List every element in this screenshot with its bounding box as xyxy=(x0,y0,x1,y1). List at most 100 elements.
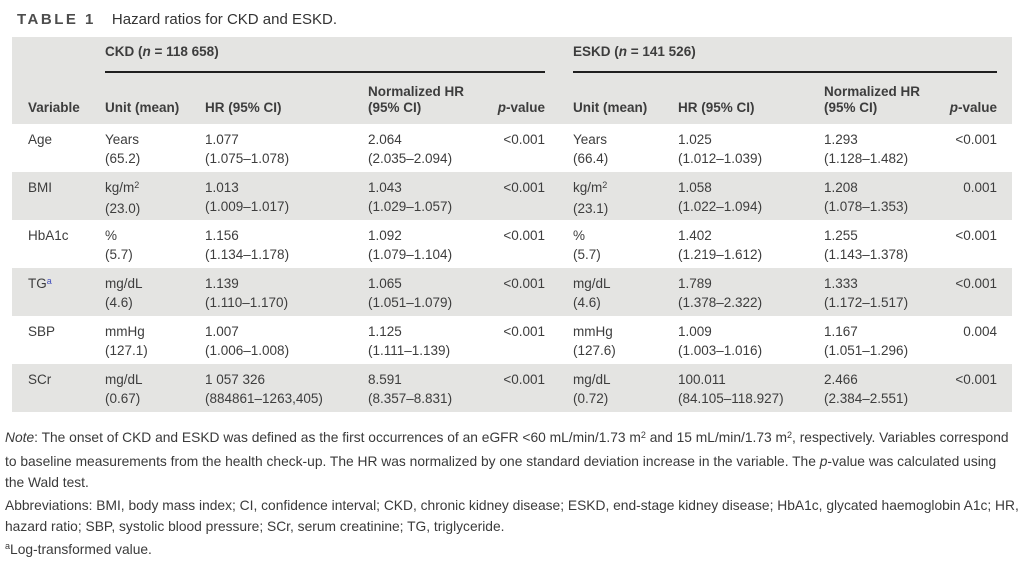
value: (1.029–1.057) xyxy=(368,199,453,214)
unit-label: mmHg xyxy=(105,324,145,339)
unit-label: mg/dL xyxy=(573,372,611,387)
hr-ci: (1.012–1.039) xyxy=(678,149,818,168)
p-value: 0.004 xyxy=(963,324,997,339)
cell-normalized-hr-eskd: 1.208 (1.078–1.353) xyxy=(824,178,939,220)
footnote-segment: , respectively. Variables correspond to … xyxy=(5,430,1009,469)
table-row: SCr mg/dL (0.67) 1 057 326 (884861–1263,405)… xyxy=(12,364,1012,412)
cell-normalized-hr-ckd: 2.064 (2.035–2.094) xyxy=(368,130,488,172)
cell-unit-ckd: Years (65.2) xyxy=(105,130,205,172)
cell-normalized-hr-eskd: 1.167 (1.051–1.296) xyxy=(824,322,939,364)
cell-hr-ckd: 1.139 (1.110–1.170) xyxy=(205,274,368,316)
unit-label: mmHg xyxy=(573,324,613,339)
table-row: BMI kg/m2 (23.0) 1.013 (1.009–1.017) 1.043 (1.… xyxy=(12,172,1012,220)
cell-unit-eskd: mg/dL (4.6) xyxy=(573,274,678,316)
cell-hr-eskd: 1.025 (1.012–1.039) xyxy=(678,130,824,172)
value: 1.293 xyxy=(824,132,858,147)
col-header-p-ckd: p-value xyxy=(488,100,573,116)
col-header-nhr-ckd: Normalized HR (95% CI) xyxy=(368,84,488,116)
cell-hr-eskd: 1.789 (1.378–2.322) xyxy=(678,274,824,316)
abbreviations-paragraph: Abbreviations: BMI, body mass index; CI,… xyxy=(5,497,1019,535)
value: 1.156 xyxy=(205,228,239,243)
footnote-segment: p xyxy=(819,453,828,469)
value: (1.006–1.008) xyxy=(205,343,290,358)
col-header-nhr-eskd-line1: Normalized HR xyxy=(824,84,921,99)
value: 100.011 xyxy=(678,372,726,387)
mean-line: (23.1) xyxy=(573,199,672,218)
table-caption-text: Hazard ratios for CKD and ESKD. xyxy=(111,11,337,28)
table-row: HbA1c% (5.7) 1.156 (1.134–1.178) 1.092 (1.079… xyxy=(12,220,1012,268)
nhr-ci: (1.078–1.353) xyxy=(824,197,933,216)
hr-ci: (1.009–1.017) xyxy=(205,197,362,216)
value: 1 057 326 xyxy=(205,372,266,387)
value: 2.064 xyxy=(368,132,402,147)
cell-p-value-eskd: <0.001 xyxy=(939,226,1012,268)
nhr-value: 1.293 xyxy=(824,130,933,149)
cell-hr-eskd: 1.058 (1.022–1.094) xyxy=(678,178,824,220)
cell-hr-ckd: 1.156 (1.134–1.178) xyxy=(205,226,368,268)
group-header-spacer xyxy=(12,44,105,73)
unit-label: mg/dL xyxy=(105,276,143,291)
p-value: <0.001 xyxy=(503,180,545,195)
value: 1.208 xyxy=(824,180,858,195)
value: (1.012–1.039) xyxy=(678,151,763,166)
cell-unit-eskd: % (5.7) xyxy=(573,226,678,268)
value: (2.035–2.094) xyxy=(368,151,453,166)
value: 1.125 xyxy=(368,324,402,339)
value: (1.378–2.322) xyxy=(678,295,763,310)
cell-normalized-hr-eskd: 1.255 (1.143–1.378) xyxy=(824,226,939,268)
cell-unit-eskd: kg/m2 (23.1) xyxy=(573,178,678,220)
group-header-eskd: ESKD (n = 141 526) xyxy=(573,44,997,73)
hr-value: 1.009 xyxy=(678,322,818,341)
footnote-segment: 2 xyxy=(640,429,646,440)
unit-line: mmHg xyxy=(573,322,672,341)
unit-label: mg/dL xyxy=(573,276,611,291)
hr-ci: (1.134–1.178) xyxy=(205,245,362,264)
value: 1.013 xyxy=(205,180,239,195)
nhr-ci: (8.357–8.831) xyxy=(368,389,482,408)
unit-label: kg/m xyxy=(105,180,135,195)
table-row: Age Years (65.2) 1.077 (1.075–1.078) 2.064 (2.… xyxy=(12,124,1012,172)
value: (1.143–1.378) xyxy=(824,247,909,262)
hr-value: 1.058 xyxy=(678,178,818,197)
unit-label: % xyxy=(105,228,118,243)
cell-unit-ckd: mg/dL (0.67) xyxy=(105,370,205,412)
p-italic: p xyxy=(497,100,506,115)
value: (65.2) xyxy=(105,151,141,166)
cell-unit-ckd: kg/m2 (23.0) xyxy=(105,178,205,220)
col-header-variable: Variable xyxy=(28,100,80,115)
cell-p-value-eskd: 0.004 xyxy=(939,322,1012,364)
unit-line: Years xyxy=(105,130,199,149)
col-header-hr-eskd: HR (95% CI) xyxy=(678,100,755,115)
mean-line: (4.6) xyxy=(573,293,672,312)
variable-label: SCr xyxy=(28,372,52,387)
value: 1.139 xyxy=(205,276,239,291)
value: 1.077 xyxy=(205,132,239,147)
footnote-segment: 2 xyxy=(787,429,793,440)
value: (1.134–1.178) xyxy=(205,247,290,262)
hr-ci: (884861–1263,405) xyxy=(205,389,362,408)
value: 1.025 xyxy=(678,132,712,147)
hr-value: 1.025 xyxy=(678,130,818,149)
unit-line: mg/dL xyxy=(573,370,672,389)
footnote-link-sup[interactable]: a xyxy=(46,275,52,286)
cell-p-value-ckd: <0.001 xyxy=(488,226,573,268)
unit-line: mg/dL xyxy=(573,274,672,293)
footnote-a: aLog-transformed value. xyxy=(5,539,1019,563)
cell-variable: SCr xyxy=(12,370,105,412)
cell-normalized-hr-ckd: 1.092 (1.079–1.104) xyxy=(368,226,488,268)
hr-ci: (1.022–1.094) xyxy=(678,197,818,216)
cell-hr-ckd: 1.013 (1.009–1.017) xyxy=(205,178,368,220)
hazard-ratio-table: CKD (n = 118 658) ESKD (n = 141 526) Var… xyxy=(12,37,1012,412)
unit-line: kg/m2 xyxy=(573,178,672,199)
table-row: TGa mg/dL (4.6) 1.139 (1.110–1.170) 1.065 (1.0… xyxy=(12,268,1012,316)
cell-p-value-eskd: 0.001 xyxy=(939,178,1012,220)
p-value: <0.001 xyxy=(955,132,997,147)
hr-value: 1.013 xyxy=(205,178,362,197)
col-header-nhr-ckd-line2: (95% CI) xyxy=(368,100,422,115)
value: (1.022–1.094) xyxy=(678,199,763,214)
value: (23.0) xyxy=(105,201,141,216)
group-header-eskd-n: n xyxy=(618,44,628,59)
cell-unit-ckd: mg/dL (4.6) xyxy=(105,274,205,316)
nhr-ci: (1.172–1.517) xyxy=(824,293,933,312)
variable-label: TG xyxy=(28,276,47,291)
